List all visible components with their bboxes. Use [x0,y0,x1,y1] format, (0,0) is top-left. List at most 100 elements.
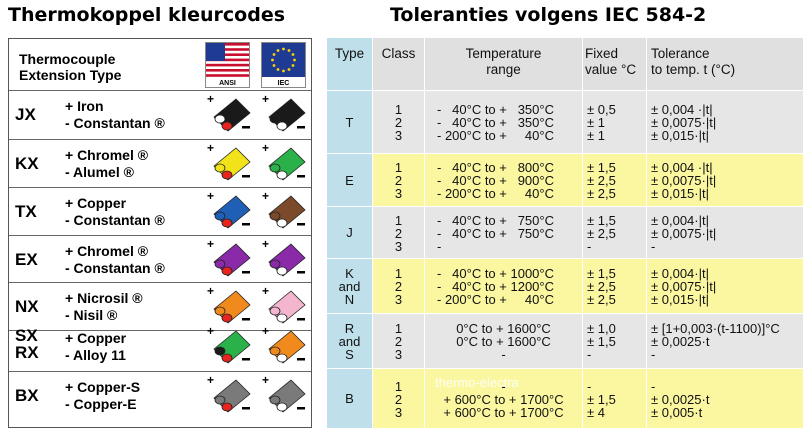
wire-materials: + Nicrosil ® - Nisil ® [65,290,143,323]
tolerance-table: Type Class Temperature range Fixed value… [327,38,803,428]
temperature-range-cell: - + 600°C to + 1700°C + 600°C to + 1700°… [425,369,583,428]
tolerance-cell: ± [1+0,003·(t-1100)]°C ± 0,0025·t - [651,321,780,362]
fixed-value-cell: - ± 1,5 ± 4 [583,369,647,428]
class-cell: 1 2 3 [373,207,425,258]
iec-cable-icon: + [262,93,306,132]
svg-text:+: + [207,142,214,155]
tolerance-cell: - ± 0,0025·t ± 0,005·t [651,379,710,420]
svg-text:+: + [262,190,269,203]
iec-flag-cell: IEC [261,42,306,88]
type-cell: E [327,154,373,206]
wire-materials: + Chromel ® - Constantan ® [65,243,165,276]
iec-cable-icon: + [262,190,306,229]
temperature-range-cell: - 40°C to + 1000°C - 40°C to + 1200°C - … [425,259,583,313]
tolerance-header: Tolerance to temp. t (°C) [651,46,736,77]
ansi-flag-cell: ANSI [205,42,250,88]
iec-cable-icon: + [262,374,306,413]
svg-text:+: + [207,374,214,387]
color-code-row: NX + Nicrosil ® - Nisil ® + + [9,283,311,331]
extension-type-header: Thermocouple Extension Type [19,51,122,83]
watermark-text: thermo-electra [435,375,519,390]
extension-code: TX [15,202,37,221]
ansi-label: ANSI [219,80,236,87]
type-cell: B [327,369,373,428]
wire-materials: + Copper-S - Copper-E [65,379,141,412]
svg-text:+: + [207,325,214,338]
type-header: Type [327,38,373,90]
extension-code: SX RX [15,326,39,362]
ansi-cable-icon: + [207,238,251,277]
iec-cable-icon: + [262,285,306,324]
type-cell: R and S [327,314,373,368]
svg-text:+: + [207,190,214,203]
extension-code: NX [15,297,39,316]
svg-text:+: + [262,325,269,338]
ansi-cable-icon: + [207,93,251,132]
color-code-row: KX + Chromel ® - Alumel ® + + [9,140,311,188]
type-cell: J [327,207,373,258]
color-code-row: EX + Chromel ® - Constantan ® + + [9,236,311,283]
color-code-row: TX + Copper - Constantan ® + + [9,188,311,236]
fixed-value-cell: ± 1,5 ± 2,5 - [583,207,647,258]
color-code-row: BX + Copper-S - Copper-E + + [9,372,311,427]
svg-text:+: + [262,238,269,251]
tolerance-cell: ± 0,004·|t| ± 0,0075·|t| - [651,213,717,254]
wire-materials: + Copper - Constantan ® [65,195,165,228]
wire-materials: + Copper - Alloy 11 [65,330,127,363]
heading-tolerances: Toleranties volgens IEC 584-2 [390,4,707,26]
svg-text:+: + [207,238,214,251]
temperature-range-cell: - 40°C to + 800°C - 40°C to + 900°C - 20… [425,154,583,206]
ansi-cable-icon: + [207,285,251,324]
fixed-value-cell: ± 1,5 ± 2,5 ± 2,5 [583,259,647,313]
class-cell: 1 2 3 [373,259,425,313]
ansi-cable-icon: + [207,142,251,181]
color-code-row: JX + Iron - Constantan ® + + [9,91,311,140]
fixed-value-cell: ± 1,0 ± 1,5 - [583,314,647,368]
heading-color-codes: Thermokoppel kleurcodes [8,4,286,26]
ansi-cable-icon: + [207,190,251,229]
type-cell: K and N [327,259,373,313]
class-cell: 1 2 3 [373,154,425,206]
svg-text:+: + [207,285,214,298]
svg-text:+: + [262,374,269,387]
color-code-header-row: Thermocouple Extension Type ANSI [9,39,311,91]
iec-cable-icon: + [262,142,306,181]
eu-flag-icon [262,43,305,77]
temperature-range-cell: - 40°C to + 750°C - 40°C to + 750°C - [425,207,583,258]
svg-text:+: + [262,93,269,106]
iec-cable-icon: + [262,325,306,364]
color-code-table: Thermocouple Extension Type ANSI [8,38,312,428]
temperature-range-cell: - 40°C to + 350°C - 40°C to + 350°C - 20… [425,91,583,153]
temperature-range-cell: 0°C to + 1600°C 0°C to + 1600°C - [425,314,583,368]
extension-code: BX [15,386,39,405]
extension-code: EX [15,250,38,269]
extension-code: JX [15,105,36,124]
class-header: Class [373,38,425,90]
iec-label: IEC [277,80,290,87]
tolerance-cell: ± 0,004 ·|t| ± 0,0075·|t| ± 0,015·|t| [651,102,717,143]
class-cell: 1 2 3 [373,91,425,153]
svg-text:+: + [262,285,269,298]
ansi-cable-icon: + [207,374,251,413]
wire-materials: + Chromel ® - Alumel ® [65,147,149,180]
svg-text:+: + [262,142,269,155]
fixed-value-cell: ± 1,5 ± 2,5 ± 2,5 [583,154,647,206]
class-cell: 1 2 3 [373,369,425,428]
type-cell: T [327,91,373,153]
svg-text:+: + [207,93,214,106]
fixed-value-header: Fixed value °C [583,38,647,90]
tolerance-cell: ± 0,004 ·|t| ± 0,0075·|t| ± 0,015·|t| [651,160,717,201]
ansi-cable-icon: + [207,325,251,364]
fixed-value-cell: ± 0,5 ± 1 ± 1 [583,91,647,153]
tolerance-cell: ± 0,004·|t| ± 0,0075·|t| ± 0,015·|t| [651,266,717,307]
class-cell: 1 2 3 [373,314,425,368]
temperature-range-header: Temperature range [425,38,583,90]
wire-materials: + Iron - Constantan ® [65,98,165,131]
us-flag-icon [206,43,249,77]
